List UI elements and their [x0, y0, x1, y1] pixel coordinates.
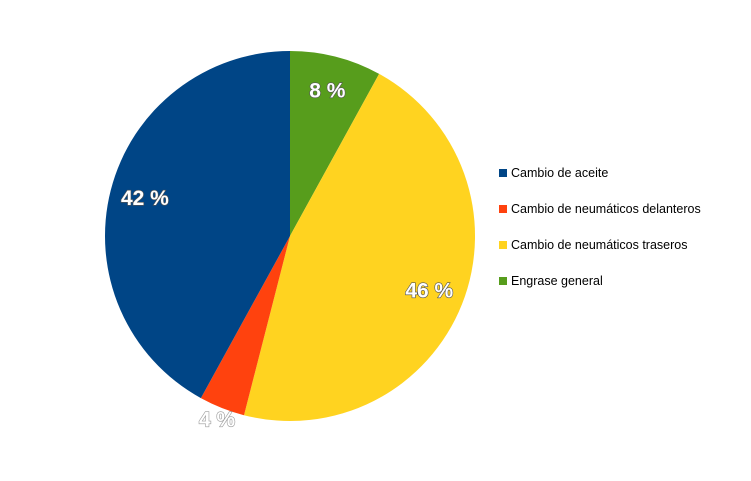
legend-label: Cambio de neumáticos delanteros [511, 202, 701, 216]
legend-swatch [499, 169, 507, 177]
legend-label: Engrase general [511, 274, 603, 288]
data-label-cambio-de-aceite: 42 % [121, 187, 169, 210]
legend-swatch [499, 277, 507, 285]
legend-swatch [499, 241, 507, 249]
pie-slice-cambio-de-neumaticos-traseros [243, 73, 476, 422]
pie-slice-cambio-de-neumaticos-delanteros [200, 236, 290, 416]
data-label-cambio-de-neumaticos-delanteros: 4 % [199, 409, 236, 432]
legend-swatch [499, 205, 507, 213]
pie-slices [104, 51, 476, 422]
data-label-engrase-general: 8 % [309, 79, 346, 102]
legend-item-engrase-general: Engrase general [499, 274, 603, 288]
legend-label: Cambio de aceite [511, 166, 608, 180]
legend-label: Cambio de neumáticos traseros [511, 238, 687, 252]
legend-item-cambio-de-neumaticos-traseros: Cambio de neumáticos traseros [499, 238, 687, 252]
legend-item-cambio-de-neumaticos-delanteros: Cambio de neumáticos delanteros [499, 202, 701, 216]
pie-slice-cambio-de-aceite [104, 51, 291, 399]
pie-labels: 8 % 46 % 4 % 42 % [120, 79, 454, 432]
data-label-cambio-de-neumaticos-traseros: 46 % [405, 280, 453, 303]
legend-item-cambio-de-aceite: Cambio de aceite [499, 166, 608, 180]
pie-slice-engrase-general [290, 51, 380, 236]
legend: Cambio de aceite Cambio de neumáticos del… [499, 166, 701, 288]
